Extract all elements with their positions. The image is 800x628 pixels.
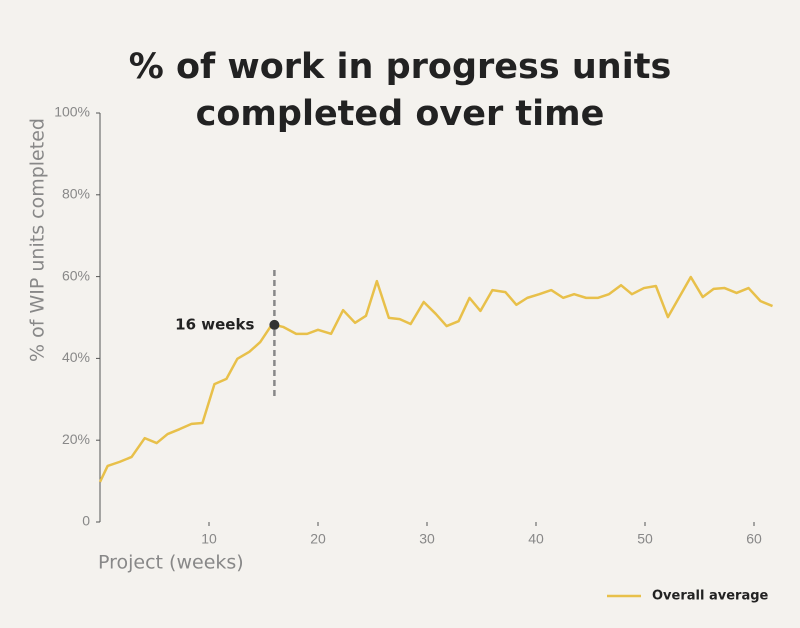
chart-title: % of work in progress units bbox=[129, 47, 672, 87]
annotation-label: 16 weeks bbox=[175, 315, 254, 333]
legend-label: Overall average bbox=[652, 589, 769, 604]
x-tick-label: 50 bbox=[637, 531, 653, 547]
x-tick-label: 10 bbox=[201, 531, 217, 547]
y-tick-label: 60% bbox=[62, 267, 90, 283]
x-tick-label: 60 bbox=[746, 531, 762, 547]
y-tick-label: 40% bbox=[62, 349, 90, 365]
y-tick-label: 80% bbox=[62, 186, 90, 202]
x-tick-label: 40 bbox=[528, 531, 544, 547]
x-tick-label: 30 bbox=[419, 531, 435, 547]
x-axis-label: Project (weeks) bbox=[98, 552, 244, 574]
y-tick-label: 0 bbox=[82, 513, 90, 529]
annotation-point bbox=[269, 319, 280, 330]
y-tick-label: 100% bbox=[54, 104, 90, 120]
y-axis-label: % of WIP units completed bbox=[27, 118, 49, 362]
line-series bbox=[98, 275, 774, 483]
y-tick-label: 20% bbox=[62, 431, 90, 447]
chart-title: completed over time bbox=[196, 94, 605, 134]
x-tick-label: 20 bbox=[310, 531, 326, 547]
